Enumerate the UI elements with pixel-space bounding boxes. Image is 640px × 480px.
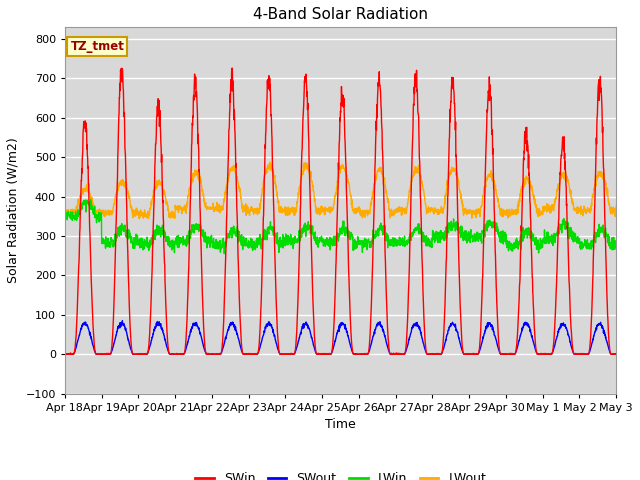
LWin bbox=[612, 243, 620, 249]
LWout bbox=[579, 208, 587, 214]
Legend: SWin, SWout, LWin, LWout: SWin, SWout, LWin, LWout bbox=[190, 467, 491, 480]
SWin bbox=[228, 65, 236, 71]
LWin bbox=[220, 251, 228, 256]
Text: TZ_tmet: TZ_tmet bbox=[70, 40, 124, 53]
SWout bbox=[564, 332, 572, 338]
X-axis label: Time: Time bbox=[325, 418, 356, 431]
LWout bbox=[136, 216, 143, 222]
Line: SWout: SWout bbox=[65, 321, 616, 354]
LWout bbox=[215, 205, 223, 211]
LWout bbox=[612, 203, 620, 209]
LWin bbox=[564, 223, 572, 228]
LWout bbox=[266, 159, 274, 165]
SWout bbox=[612, 351, 620, 357]
SWin bbox=[369, 260, 376, 266]
Y-axis label: Solar Radiation (W/m2): Solar Radiation (W/m2) bbox=[7, 138, 20, 283]
SWin bbox=[564, 234, 572, 240]
LWin bbox=[61, 210, 68, 216]
LWout bbox=[369, 189, 377, 194]
LWin bbox=[369, 227, 377, 233]
SWout bbox=[61, 351, 69, 357]
SWin bbox=[61, 351, 68, 357]
SWout bbox=[61, 351, 68, 357]
SWin bbox=[215, 351, 223, 357]
SWout bbox=[118, 318, 126, 324]
SWout bbox=[501, 351, 509, 357]
SWout bbox=[215, 351, 223, 357]
LWin bbox=[579, 243, 587, 249]
LWout bbox=[564, 180, 572, 185]
LWout bbox=[357, 210, 365, 216]
SWout bbox=[579, 351, 587, 357]
SWin bbox=[612, 351, 620, 357]
Title: 4-Band Solar Radiation: 4-Band Solar Radiation bbox=[253, 7, 428, 22]
Line: LWin: LWin bbox=[65, 199, 616, 253]
SWin bbox=[501, 351, 509, 357]
Line: LWout: LWout bbox=[65, 162, 616, 219]
LWin bbox=[501, 229, 509, 235]
LWin bbox=[357, 238, 365, 244]
LWout bbox=[61, 212, 68, 217]
SWin bbox=[579, 351, 587, 357]
SWout bbox=[357, 351, 365, 357]
LWout bbox=[501, 212, 509, 218]
SWin bbox=[356, 351, 364, 357]
LWin bbox=[87, 196, 95, 202]
LWin bbox=[215, 242, 223, 248]
SWout bbox=[369, 334, 377, 339]
Line: SWin: SWin bbox=[65, 68, 616, 354]
